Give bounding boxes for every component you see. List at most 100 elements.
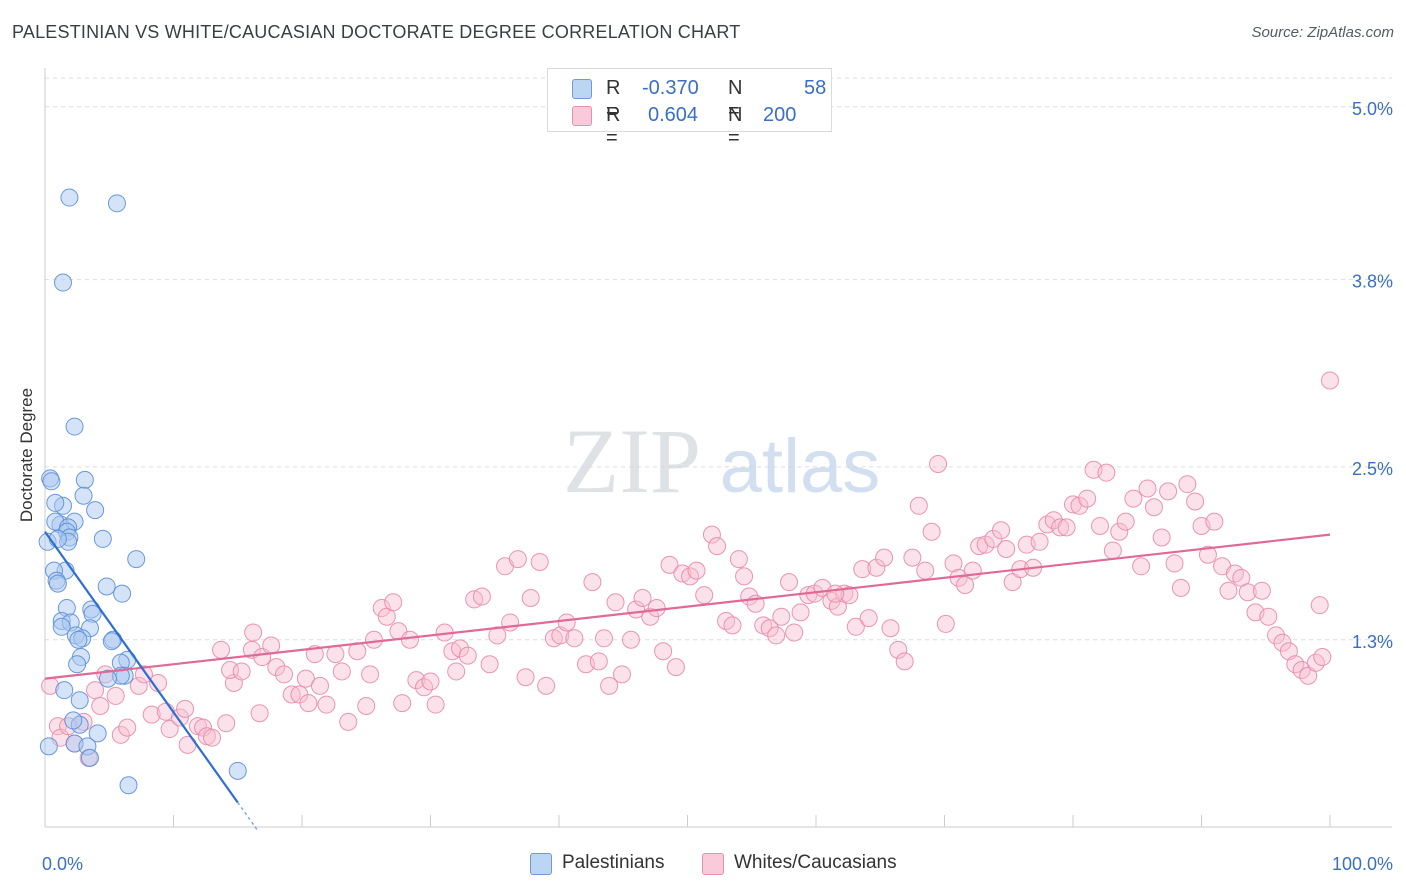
grid-lines xyxy=(45,77,1392,641)
whites-point xyxy=(1267,626,1286,645)
palestinians-point xyxy=(127,550,146,569)
whites-point xyxy=(654,642,673,661)
palestinians-point xyxy=(42,472,61,491)
whites-point xyxy=(262,636,281,655)
legend-swatch-blue xyxy=(530,853,552,875)
whites-point xyxy=(780,573,799,592)
whites-point xyxy=(708,537,727,556)
y-tick-label: 2.5% xyxy=(1352,459,1393,479)
tick-labels: 1.3% 2.5% 3.8% 5.0% 0.0% 100.0% xyxy=(42,99,1393,874)
whites-point xyxy=(903,548,922,567)
whites-point xyxy=(922,522,941,541)
whites-point xyxy=(516,668,535,687)
whites-point xyxy=(1138,479,1157,498)
whites-point xyxy=(1198,545,1217,564)
whites-point xyxy=(530,552,549,571)
palestinians-point xyxy=(113,584,132,603)
whites-trend-line xyxy=(44,533,1331,680)
palestinians-point xyxy=(48,529,67,548)
legend-r-value: -0.370 xyxy=(642,77,699,99)
legend-n-label: N = xyxy=(728,77,743,122)
chart-title: PALESTINIAN VS WHITE/CAUCASIAN DOCTORATE… xyxy=(12,22,741,42)
whites-point xyxy=(1124,489,1143,508)
legend-swatch-blue xyxy=(572,79,592,99)
palestinians-point xyxy=(74,486,93,505)
legend-n-value: 200 xyxy=(763,104,797,126)
whites-point xyxy=(421,672,440,691)
whites-point xyxy=(1078,489,1097,508)
palestinians-point xyxy=(53,273,72,292)
whites-point xyxy=(687,561,706,580)
whites-point xyxy=(606,593,625,612)
legend-label: Whites/Caucasians xyxy=(734,852,897,873)
trend-lines xyxy=(44,531,1331,832)
palestinians-point xyxy=(60,188,79,207)
whites-point xyxy=(282,685,301,704)
whites-point xyxy=(826,584,845,603)
whites-point xyxy=(1219,581,1238,600)
whites-point xyxy=(1159,482,1178,501)
whites-point xyxy=(760,619,779,638)
whites-point xyxy=(160,720,179,739)
whites-point xyxy=(310,676,329,695)
whites-point xyxy=(111,725,130,744)
whites-point xyxy=(666,658,685,677)
whites-point xyxy=(621,630,640,649)
whites-point xyxy=(557,613,576,632)
whites-point xyxy=(881,619,900,638)
watermark: ZIP atlas xyxy=(563,410,880,512)
whites-point xyxy=(501,613,520,632)
whites-points xyxy=(41,371,1339,767)
whites-point xyxy=(846,617,865,636)
palestinians-point xyxy=(69,630,88,649)
whites-point xyxy=(426,695,445,714)
palestinians-point xyxy=(65,417,84,436)
whites-point xyxy=(963,561,982,580)
palestinians-point xyxy=(70,691,89,710)
whites-point xyxy=(326,645,345,664)
whites-point xyxy=(332,662,351,681)
whites-point xyxy=(339,712,358,731)
palestinians-point xyxy=(80,748,99,767)
whites-point xyxy=(565,629,584,648)
whites-point xyxy=(221,660,240,679)
whites-point xyxy=(176,699,195,718)
whites-point xyxy=(895,652,914,671)
palestinians-point xyxy=(48,574,67,593)
legend-label: Palestinians xyxy=(562,852,665,873)
whites-point xyxy=(583,573,602,592)
whites-point xyxy=(909,496,928,515)
whites-point xyxy=(458,646,477,665)
whites-point xyxy=(472,587,491,606)
whites-point xyxy=(1103,541,1122,560)
whites-point xyxy=(660,555,679,574)
watermark-atlas: atlas xyxy=(720,424,881,509)
whites-point xyxy=(212,640,231,659)
palestinians-point xyxy=(55,681,74,700)
whites-point xyxy=(944,554,963,573)
whites-point xyxy=(735,567,754,586)
whites-point xyxy=(970,537,989,556)
whites-point xyxy=(702,525,721,544)
whites-point xyxy=(1116,512,1135,531)
whites-point xyxy=(118,718,137,737)
whites-point xyxy=(537,676,556,695)
whites-point xyxy=(1238,583,1257,602)
whites-point xyxy=(589,652,608,671)
whites-point xyxy=(480,655,499,674)
x-tick-label: 0.0% xyxy=(42,854,83,874)
whites-point xyxy=(867,558,886,577)
whites-point xyxy=(1152,528,1171,547)
whites-point xyxy=(1132,557,1151,576)
whites-point xyxy=(142,705,161,724)
palestinians-point xyxy=(86,501,105,520)
whites-point xyxy=(929,455,948,474)
whites-point xyxy=(1259,607,1278,626)
legend-r-label: R = xyxy=(606,77,621,122)
whites-point xyxy=(194,718,213,737)
whites-point xyxy=(299,694,318,713)
whites-point xyxy=(1144,498,1163,517)
whites-point xyxy=(729,550,748,569)
palestinians-point xyxy=(102,632,121,651)
whites-point xyxy=(447,662,466,681)
